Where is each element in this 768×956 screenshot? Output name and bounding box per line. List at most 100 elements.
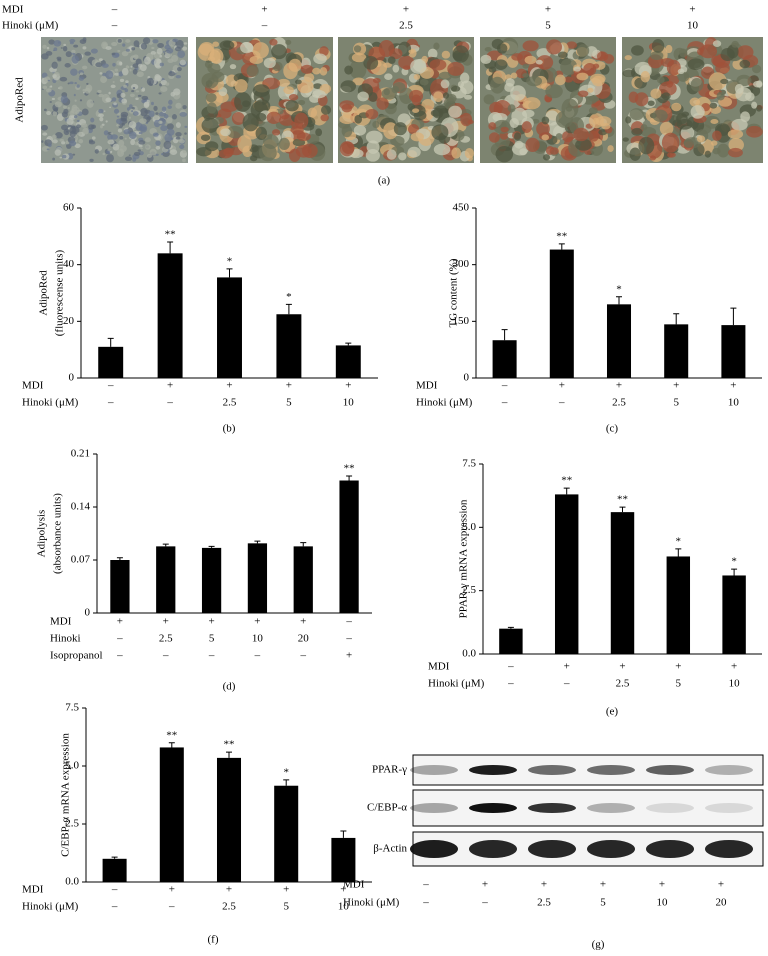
cell: [220, 128, 231, 137]
cell: [200, 134, 211, 141]
cell: [410, 132, 424, 142]
cell: [573, 127, 589, 142]
cell: [661, 132, 680, 153]
cell: [269, 38, 278, 46]
y-tick-label: 5.0: [65, 760, 79, 772]
cell: [66, 117, 74, 126]
cell: [563, 76, 574, 83]
error-bar: [673, 313, 680, 325]
cell: [98, 108, 104, 114]
y-axis-label: TG content (%): [448, 258, 460, 327]
cell: [82, 37, 87, 42]
significance: *: [283, 766, 289, 778]
error-bar: [254, 540, 261, 544]
cell: [46, 110, 52, 116]
cell: [134, 141, 140, 146]
error-bar: [116, 557, 123, 560]
cell: [117, 49, 121, 52]
cell: [320, 114, 329, 122]
cell: [541, 116, 550, 125]
cell: [592, 63, 600, 69]
error-bar: [558, 243, 565, 250]
cell: [166, 117, 173, 124]
cell: [717, 143, 730, 158]
cell: [131, 106, 135, 110]
cell: [629, 108, 644, 121]
cell: [82, 88, 87, 92]
cell: [110, 84, 116, 89]
cell: [242, 100, 251, 108]
bar: [331, 837, 356, 882]
bar: [339, 480, 359, 613]
cell: [128, 116, 131, 119]
cell: [288, 58, 302, 72]
cell: [650, 51, 664, 61]
cell: [52, 74, 57, 78]
blot-band: [469, 840, 517, 858]
cell: [125, 48, 130, 52]
condition-value: +: [163, 616, 169, 628]
blot-row-label: PPAR-γ: [372, 764, 407, 776]
cell: [242, 113, 259, 132]
cell: [129, 104, 133, 109]
condition-value: –: [166, 397, 173, 409]
condition-label: MDI: [22, 884, 44, 896]
cell: [60, 47, 63, 49]
cell: [368, 92, 378, 103]
blot-band: [646, 840, 694, 858]
cell: [411, 94, 422, 106]
cell: [349, 59, 367, 80]
cell: [155, 112, 159, 115]
condition-value: +: [564, 661, 570, 673]
cell: [710, 118, 719, 125]
cell: [82, 127, 89, 135]
condition-value: –: [111, 884, 118, 896]
y-tick-label: 20: [63, 315, 75, 327]
cell: [413, 110, 427, 121]
cell: [173, 88, 181, 96]
condition-value: +: [403, 4, 409, 16]
cell: [110, 132, 114, 135]
cell: [629, 147, 641, 161]
cell: [440, 79, 450, 89]
cell: [151, 46, 155, 50]
cell: [111, 97, 117, 102]
bar: [102, 858, 127, 882]
cell: [728, 147, 743, 158]
cell: [127, 66, 130, 68]
y-tick-label: 0: [69, 372, 75, 384]
cell: [661, 92, 671, 100]
condition-value: 10: [657, 897, 669, 909]
error-bar: [340, 830, 347, 838]
cell: [113, 102, 117, 106]
cell: [91, 136, 96, 140]
cell: [751, 101, 758, 109]
y-tick-label: 150: [453, 315, 470, 327]
cell: [81, 122, 88, 128]
cell: [90, 117, 95, 123]
cell: [46, 148, 50, 151]
y-tick-label: 60: [63, 202, 75, 214]
cell: [179, 112, 188, 117]
condition-value: 2.5: [616, 678, 630, 690]
cell: [704, 150, 711, 158]
bar: [610, 512, 635, 654]
bar: [549, 249, 574, 378]
cell: [52, 139, 58, 144]
condition-value: +: [689, 4, 695, 16]
cell: [252, 42, 269, 59]
significance: *: [676, 535, 682, 547]
condition-value: –: [107, 397, 114, 409]
cell: [171, 54, 179, 63]
condition-value: –: [501, 380, 508, 392]
cell: [41, 88, 44, 90]
condition-value: 10: [252, 633, 264, 645]
condition-value: +: [261, 4, 267, 16]
condition-value: 5: [673, 397, 679, 409]
cell: [588, 130, 599, 142]
error-bar: [285, 303, 292, 315]
condition-value: –: [111, 901, 118, 913]
cell: [133, 151, 141, 156]
cell: [690, 78, 704, 92]
cell: [69, 38, 76, 43]
